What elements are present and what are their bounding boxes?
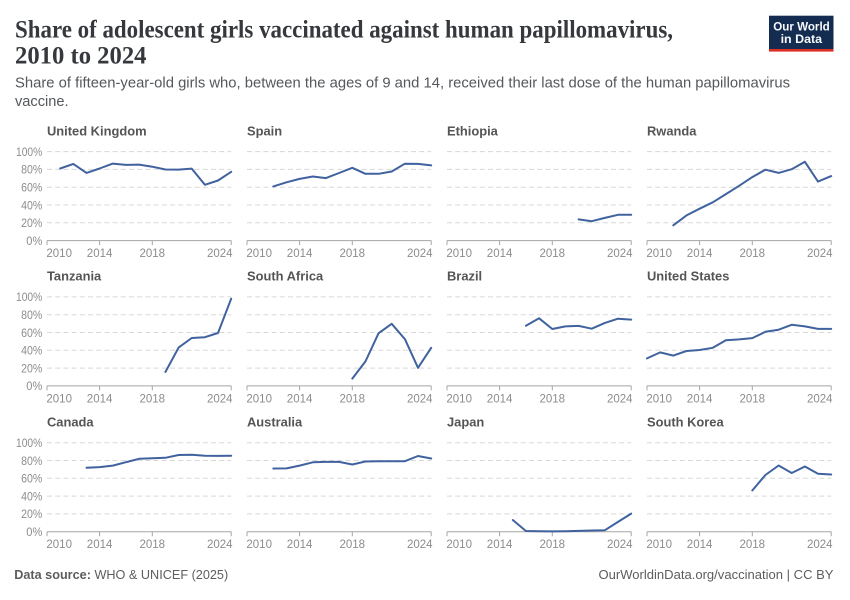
svg-text:Our World: Our World xyxy=(773,20,830,34)
svg-text:2018: 2018 xyxy=(740,539,766,551)
svg-text:South Korea: South Korea xyxy=(647,414,724,429)
svg-text:0%: 0% xyxy=(26,527,42,539)
svg-text:Data source: WHO & UNICEF (202: Data source: WHO & UNICEF (2025) xyxy=(14,567,228,582)
svg-text:2014: 2014 xyxy=(87,393,113,405)
svg-text:2014: 2014 xyxy=(87,248,113,260)
svg-text:2024: 2024 xyxy=(807,248,833,260)
svg-text:40%: 40% xyxy=(21,491,42,503)
svg-text:Australia: Australia xyxy=(247,414,303,429)
svg-text:2024: 2024 xyxy=(407,539,433,551)
svg-text:2018: 2018 xyxy=(140,248,166,260)
svg-text:20%: 20% xyxy=(21,363,42,375)
svg-text:Share of adolescent girls vacc: Share of adolescent girls vaccinated aga… xyxy=(15,17,673,44)
svg-text:40%: 40% xyxy=(21,346,42,358)
svg-text:Brazil: Brazil xyxy=(447,269,482,284)
svg-text:80%: 80% xyxy=(21,310,42,322)
svg-text:2010: 2010 xyxy=(246,248,272,260)
svg-text:60%: 60% xyxy=(21,183,42,195)
svg-text:2024: 2024 xyxy=(807,393,833,405)
svg-text:2018: 2018 xyxy=(340,393,366,405)
svg-text:2014: 2014 xyxy=(487,248,513,260)
svg-text:2010: 2010 xyxy=(246,539,272,551)
svg-text:2014: 2014 xyxy=(687,248,713,260)
svg-text:2018: 2018 xyxy=(540,393,566,405)
svg-text:0%: 0% xyxy=(26,236,42,248)
svg-text:100%: 100% xyxy=(16,292,42,304)
svg-text:Rwanda: Rwanda xyxy=(647,123,697,138)
svg-text:2014: 2014 xyxy=(287,393,313,405)
svg-text:100%: 100% xyxy=(16,438,42,450)
svg-text:South Africa: South Africa xyxy=(247,269,324,284)
svg-text:Japan: Japan xyxy=(447,414,484,429)
svg-text:2010: 2010 xyxy=(446,248,472,260)
svg-text:2014: 2014 xyxy=(87,539,113,551)
svg-text:2014: 2014 xyxy=(287,539,313,551)
svg-text:20%: 20% xyxy=(21,218,42,230)
svg-text:United Kingdom: United Kingdom xyxy=(47,123,147,138)
svg-text:60%: 60% xyxy=(21,474,42,486)
svg-text:60%: 60% xyxy=(21,328,42,340)
svg-text:2010: 2010 xyxy=(646,248,672,260)
svg-text:2024: 2024 xyxy=(207,248,233,260)
svg-text:100%: 100% xyxy=(16,147,42,159)
svg-text:2018: 2018 xyxy=(740,248,766,260)
svg-text:2018: 2018 xyxy=(340,539,366,551)
svg-text:Ethiopia: Ethiopia xyxy=(447,123,499,138)
svg-text:2024: 2024 xyxy=(207,393,233,405)
svg-text:2018: 2018 xyxy=(540,539,566,551)
svg-text:2014: 2014 xyxy=(487,393,513,405)
svg-text:2024: 2024 xyxy=(407,248,433,260)
svg-text:2018: 2018 xyxy=(740,393,766,405)
svg-text:2024: 2024 xyxy=(607,248,633,260)
svg-text:2010: 2010 xyxy=(46,248,72,260)
svg-text:Canada: Canada xyxy=(47,414,94,429)
svg-text:2024: 2024 xyxy=(607,539,633,551)
svg-text:United States: United States xyxy=(647,269,729,284)
svg-text:2018: 2018 xyxy=(140,393,166,405)
svg-text:40%: 40% xyxy=(21,200,42,212)
svg-text:2010: 2010 xyxy=(246,393,272,405)
svg-text:2010: 2010 xyxy=(46,539,72,551)
svg-text:2018: 2018 xyxy=(140,539,166,551)
svg-text:0%: 0% xyxy=(26,381,42,393)
svg-text:2010 to 2024: 2010 to 2024 xyxy=(15,43,147,70)
svg-text:OurWorldinData.org/vaccination: OurWorldinData.org/vaccination | CC BY xyxy=(599,567,834,582)
svg-text:80%: 80% xyxy=(21,165,42,177)
svg-text:Tanzania: Tanzania xyxy=(47,269,102,284)
svg-text:2010: 2010 xyxy=(446,539,472,551)
svg-text:2014: 2014 xyxy=(287,248,313,260)
svg-text:2024: 2024 xyxy=(207,539,233,551)
svg-text:2018: 2018 xyxy=(340,248,366,260)
svg-text:2024: 2024 xyxy=(607,393,633,405)
svg-text:2014: 2014 xyxy=(487,539,513,551)
svg-text:2010: 2010 xyxy=(446,393,472,405)
svg-text:2014: 2014 xyxy=(687,539,713,551)
svg-text:2024: 2024 xyxy=(807,539,833,551)
svg-text:2024: 2024 xyxy=(407,393,433,405)
svg-text:2010: 2010 xyxy=(646,539,672,551)
svg-text:2010: 2010 xyxy=(646,393,672,405)
svg-text:Spain: Spain xyxy=(247,123,282,138)
svg-text:20%: 20% xyxy=(21,509,42,521)
svg-text:in Data: in Data xyxy=(781,32,823,46)
svg-text:2018: 2018 xyxy=(540,248,566,260)
svg-text:2014: 2014 xyxy=(687,393,713,405)
svg-text:2010: 2010 xyxy=(46,393,72,405)
svg-text:vaccine.: vaccine. xyxy=(15,94,69,110)
svg-text:80%: 80% xyxy=(21,456,42,468)
svg-text:Share of fifteen-year-old girl: Share of fifteen-year-old girls who, bet… xyxy=(15,76,790,92)
